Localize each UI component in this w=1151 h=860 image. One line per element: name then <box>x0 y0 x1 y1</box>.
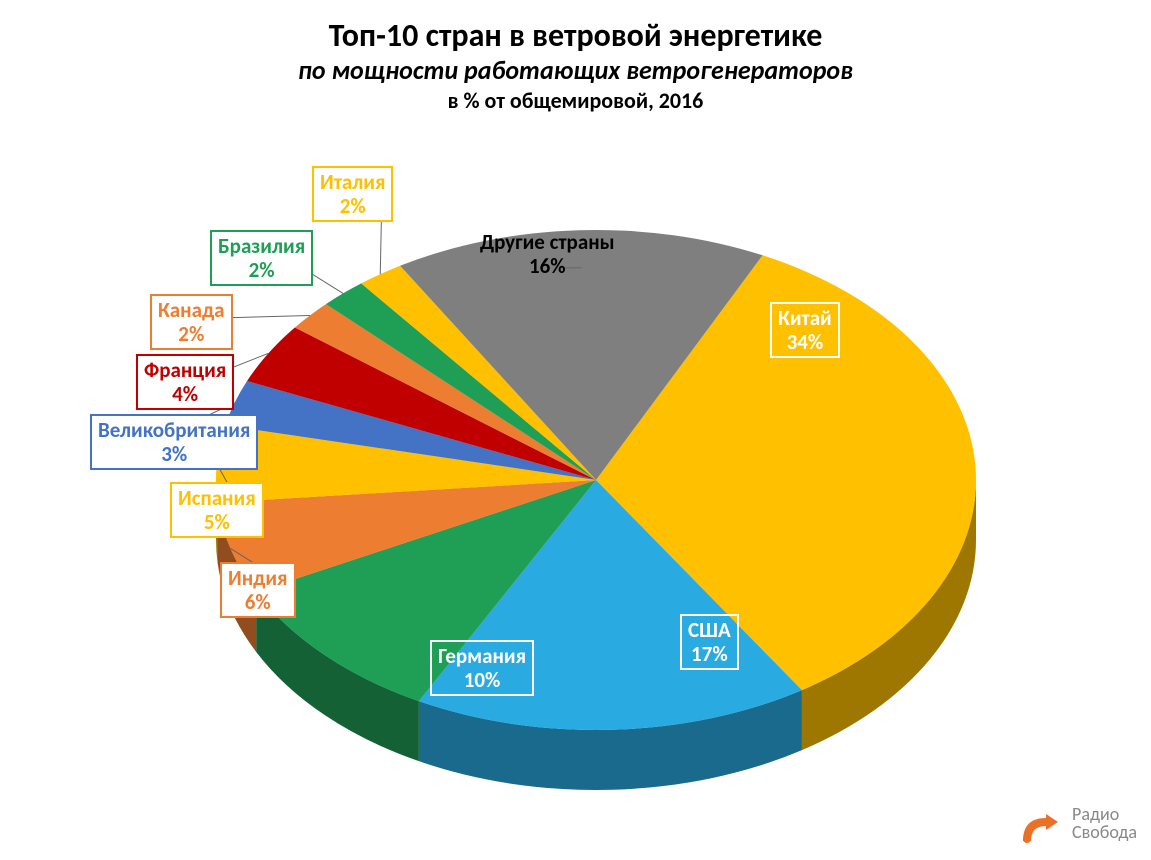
slice-label-pct: 3% <box>161 441 187 467</box>
slice-label-name: Индия <box>228 565 288 591</box>
slice-label: Испания5% <box>170 482 264 538</box>
slice-label: Индия6% <box>220 562 296 618</box>
slice-label-name: Франция <box>144 357 226 383</box>
slice-label: Германия10% <box>430 640 534 696</box>
chart-title-line1: Топ-10 стран в ветровой энергетике <box>0 18 1151 55</box>
slice-label-pct: 4% <box>172 381 198 407</box>
branding-logo-icon <box>1018 800 1064 846</box>
slice-label-pct: 10% <box>464 667 501 693</box>
slice-label-name: Бразилия <box>218 233 305 259</box>
pie-chart: Китай34% США17% Германия10% Индия6% Испания5… <box>0 110 1151 810</box>
chart-title-line2: по мощности работающих ветрогенераторов <box>0 55 1151 86</box>
slice-label: Другие страны16% <box>480 230 615 278</box>
slice-label-pct: 6% <box>245 589 271 615</box>
slice-label-name: Германия <box>438 643 526 669</box>
slice-label: Канада2% <box>150 294 233 350</box>
branding: Радио Свобода <box>1018 800 1137 846</box>
slice-label: США17% <box>680 614 739 670</box>
slice-label-name: Испания <box>178 485 256 511</box>
slice-label-name: США <box>688 617 731 643</box>
slice-label-pct: 17% <box>691 641 728 667</box>
slice-label: Китай34% <box>770 302 840 358</box>
slice-label: Великобритания3% <box>90 414 258 470</box>
slice-label-pct: 16% <box>529 253 566 279</box>
branding-text: Радио Свобода <box>1072 805 1137 841</box>
slice-label-name: Канада <box>158 297 225 323</box>
slice-label-pct: 2% <box>249 257 275 283</box>
slice-label-pct: 34% <box>787 329 824 355</box>
slice-label-name: Великобритания <box>98 417 250 443</box>
slice-label: Италия2% <box>312 166 393 222</box>
slice-label-pct: 2% <box>178 321 204 347</box>
slice-label: Бразилия2% <box>210 230 313 286</box>
slice-label-pct: 5% <box>204 509 230 535</box>
slice-label: Франция4% <box>136 354 234 410</box>
chart-title-block: Топ-10 стран в ветровой энергетике по мо… <box>0 18 1151 116</box>
slice-label-name: Италия <box>320 169 385 195</box>
slice-label-name: Китай <box>778 305 832 331</box>
slice-label-pct: 2% <box>340 193 366 219</box>
branding-line2: Свобода <box>1072 823 1137 841</box>
slice-label-name: Другие страны <box>480 229 615 255</box>
